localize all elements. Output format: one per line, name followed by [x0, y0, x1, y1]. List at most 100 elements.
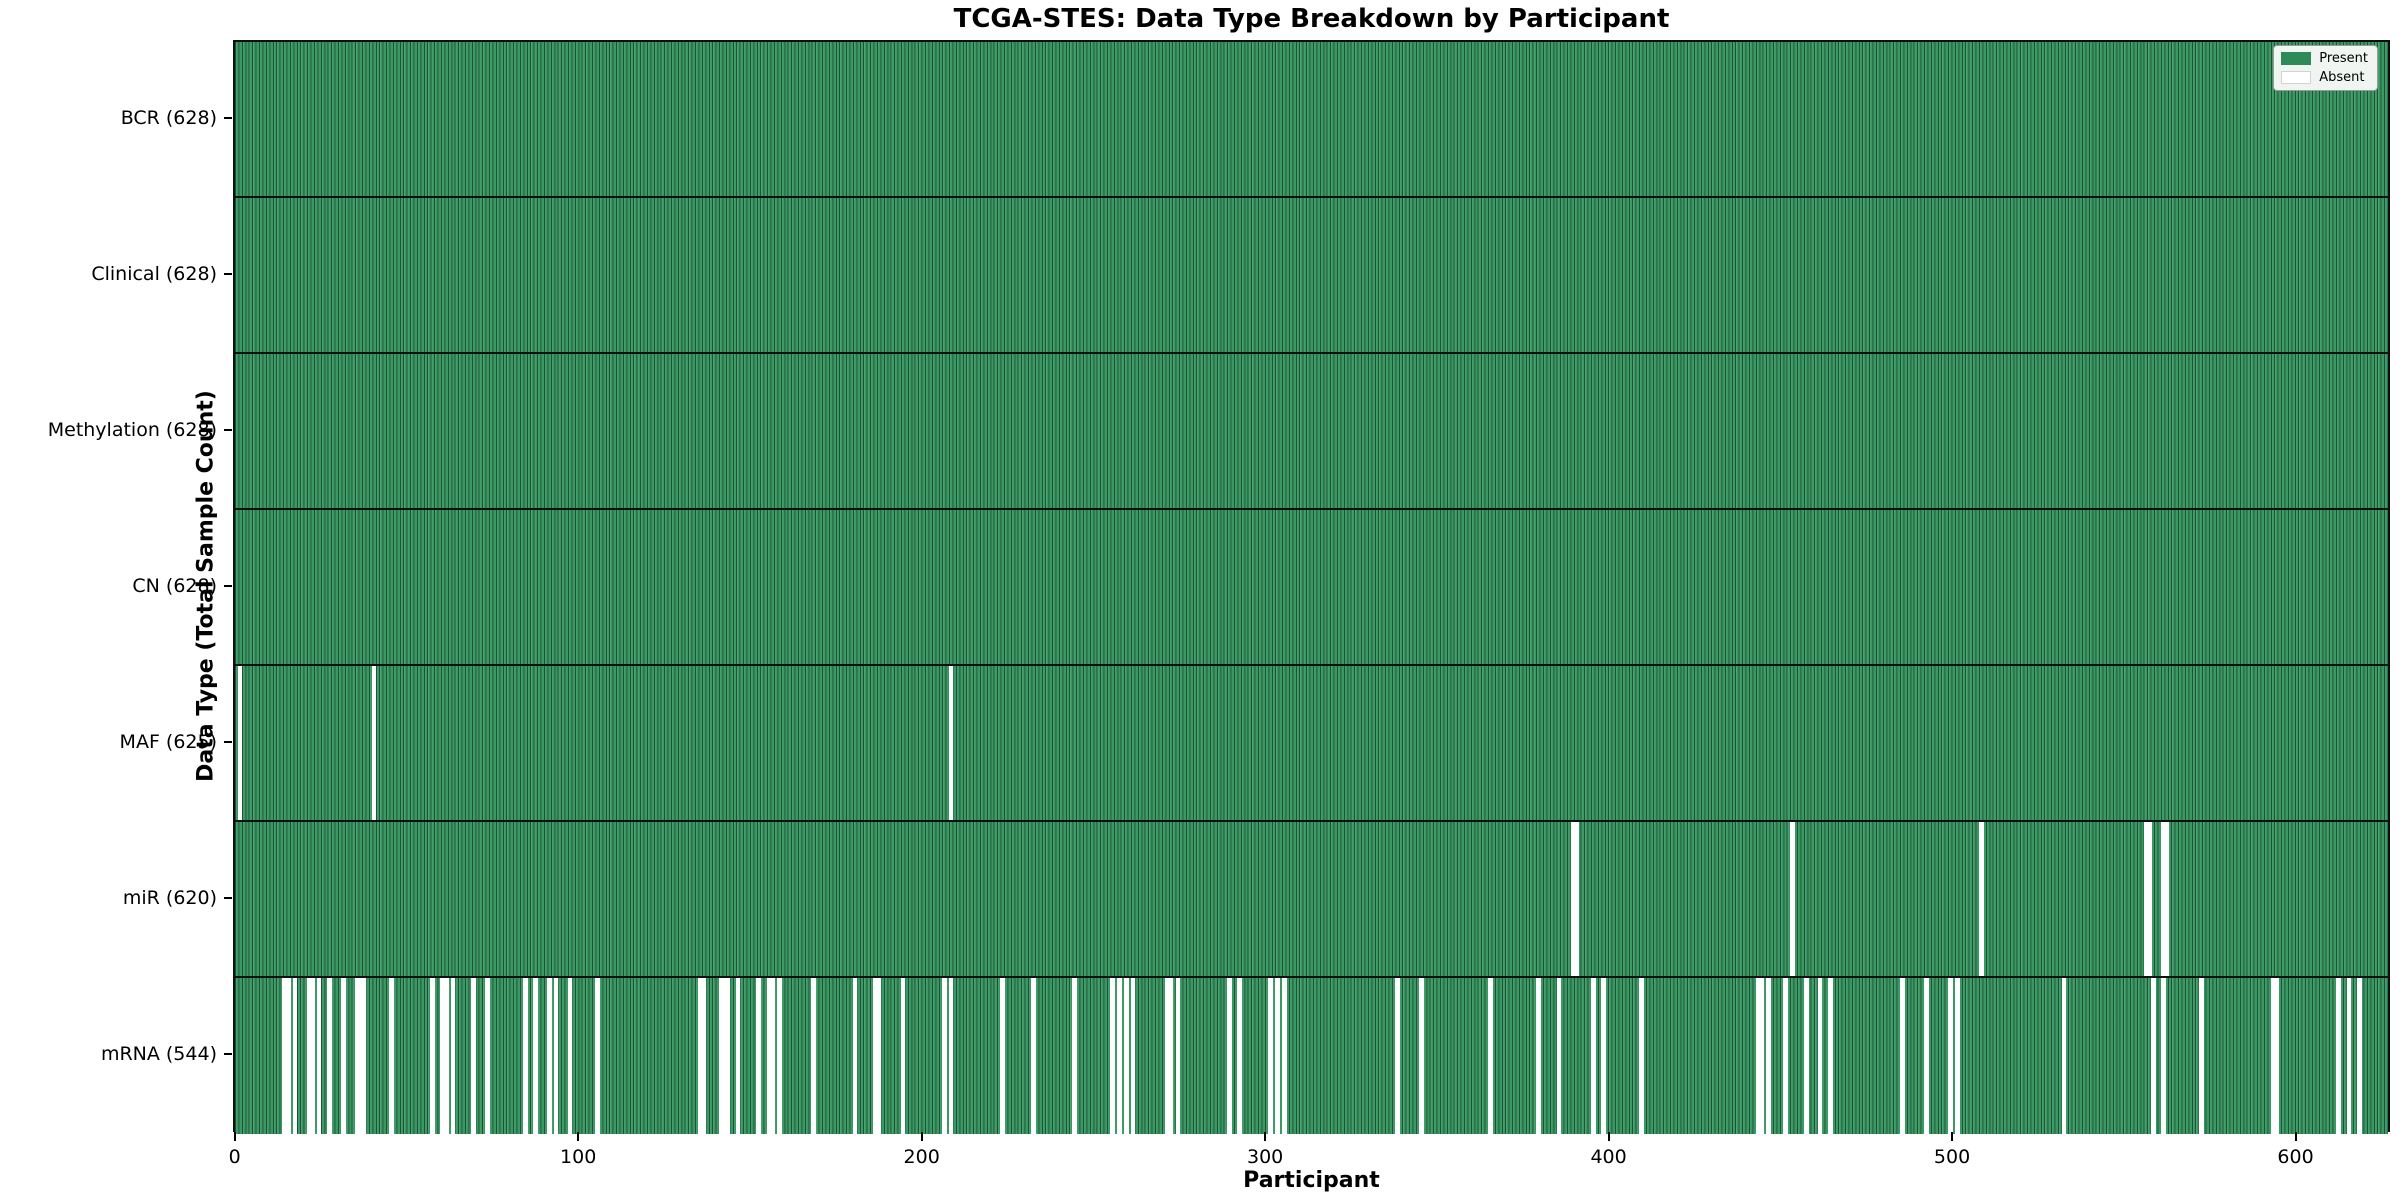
absent-gap [471, 978, 477, 1134]
y-tick [224, 273, 232, 275]
absent-gap [1165, 978, 1170, 1134]
x-tick-label: 100 [560, 1146, 597, 1168]
absent-gap [811, 978, 817, 1134]
x-tick [1951, 1132, 1954, 1141]
absent-gap [237, 666, 243, 820]
absent-gap [1783, 978, 1789, 1134]
absent-swatch [2281, 71, 2312, 84]
absent-gap [1573, 822, 1579, 976]
absent-gap [1759, 978, 1765, 1134]
absent-gap [2150, 978, 2156, 1134]
absent-gap [1395, 978, 1400, 1134]
absent-gap [770, 978, 775, 1134]
absent-gap [292, 978, 298, 1134]
absent-gap [1755, 978, 1761, 1134]
absent-gap [1281, 978, 1287, 1134]
legend: Present Absent [2273, 45, 2378, 91]
absent-gap [1123, 978, 1129, 1134]
x-tick [2294, 1132, 2297, 1141]
legend-label-absent: Absent [2319, 70, 2365, 85]
absent-gap [1556, 978, 1562, 1134]
heatmap-row-mir [235, 822, 2388, 978]
absent-gap [1979, 822, 1984, 976]
absent-gap [1828, 978, 1833, 1134]
absent-gap [546, 978, 552, 1134]
absent-gap [282, 978, 288, 1134]
x-tick-label: 0 [228, 1146, 241, 1168]
absent-gap [522, 978, 528, 1134]
absent-gap [2271, 978, 2276, 1134]
heatmap-row-bcr [235, 42, 2388, 198]
x-tick-label: 300 [1246, 1146, 1284, 1168]
absent-gap [777, 978, 782, 1134]
absent-gap [766, 978, 772, 1134]
present-swatch [2281, 52, 2312, 65]
absent-gap [316, 978, 322, 1134]
absent-gap [2161, 822, 2166, 976]
absent-gap [876, 978, 882, 1134]
x-tick-label: 500 [1933, 1146, 1971, 1168]
absent-gap [327, 978, 332, 1134]
absent-gap [309, 978, 315, 1134]
x-axis-title: Participant [1243, 1168, 1380, 1193]
heatmap-row-clinical [235, 198, 2388, 354]
absent-gap [1817, 978, 1823, 1134]
y-tick-label: mRNA (544) [100, 1043, 217, 1065]
absent-gap [340, 978, 346, 1134]
x-tick-label: 200 [903, 1146, 940, 1168]
absent-gap [948, 978, 954, 1134]
absent-gap [567, 978, 573, 1134]
absent-gap [285, 978, 291, 1134]
absent-gap [1268, 978, 1273, 1134]
y-tick [224, 1053, 232, 1055]
absent-gap [485, 978, 490, 1134]
absent-gap [1117, 978, 1122, 1134]
y-tick-label: BCR (628) [120, 107, 217, 129]
absent-gap [2144, 822, 2149, 976]
absent-gap [1766, 978, 1771, 1134]
absent-gap [1790, 822, 1795, 976]
absent-gap [1924, 978, 1929, 1134]
x-tick [1264, 1132, 1267, 1141]
absent-gap [2274, 978, 2280, 1134]
absent-gap [1601, 978, 1607, 1134]
absent-gap [722, 978, 727, 1134]
y-tick [224, 585, 232, 587]
absent-gap [306, 978, 312, 1134]
y-tick-label: MAF (625) [119, 731, 217, 753]
absent-gap [852, 978, 858, 1134]
absent-gap [1110, 978, 1115, 1134]
absent-gap [1072, 978, 1078, 1134]
absent-gap [2147, 822, 2153, 976]
absent-gap [701, 978, 707, 1134]
absent-gap [1955, 978, 1960, 1134]
absent-gap [718, 978, 724, 1134]
absent-gap [1536, 978, 1541, 1134]
absent-gap [371, 666, 377, 820]
absent-gap [2336, 978, 2342, 1134]
y-tick [224, 897, 232, 899]
y-tick-label: miR (620) [122, 887, 217, 909]
absent-gap [1168, 978, 1174, 1134]
absent-gap [900, 978, 906, 1134]
y-tick [224, 429, 232, 431]
absent-gap [1130, 978, 1136, 1134]
x-tick [233, 1132, 236, 1141]
y-tick-label: Clinical (628) [91, 263, 217, 285]
y-tick-label: CN (628) [132, 575, 217, 597]
x-tick [920, 1132, 923, 1141]
absent-gap [1488, 978, 1493, 1134]
x-tick [1607, 1132, 1610, 1141]
absent-gap [430, 978, 435, 1134]
legend-label-present: Present [2319, 51, 2368, 66]
absent-gap [358, 978, 363, 1134]
absent-gap [533, 978, 538, 1134]
absent-gap [873, 978, 878, 1134]
absent-gap [1237, 978, 1242, 1134]
legend-item-present: Present [2281, 51, 2368, 66]
absent-gap [1948, 978, 1953, 1134]
x-tick [577, 1132, 580, 1141]
absent-gap [1275, 978, 1280, 1134]
x-tick-label: 600 [2277, 1146, 2314, 1168]
absent-gap [941, 978, 947, 1134]
